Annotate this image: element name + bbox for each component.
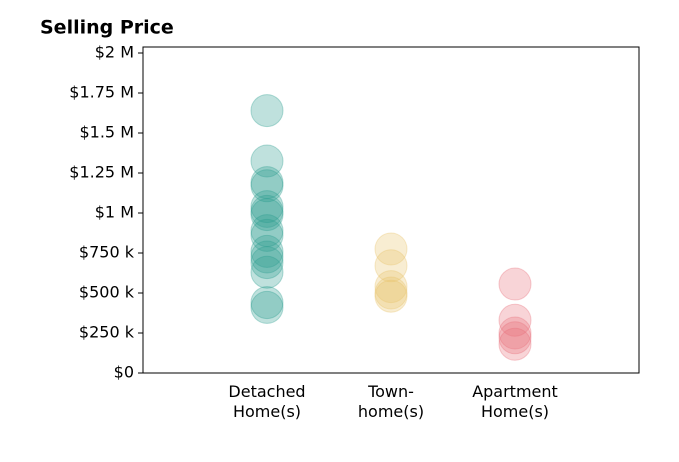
x-tick-label: Detached Home(s) [228,382,305,421]
y-tick-label: $1.5 M [79,123,134,142]
y-tick-label: $250 k [79,323,135,342]
x-tick-label-line: home(s) [358,402,424,421]
y-tick-label: $1 M [95,203,134,222]
point [498,321,532,355]
point [250,198,284,232]
point [250,246,284,280]
point [250,94,284,128]
point [498,267,532,301]
point [250,255,284,289]
point [498,303,532,337]
point [250,234,284,268]
point [250,290,284,324]
point [250,218,284,252]
point [498,316,532,350]
x-tick-label: Town-home(s) [358,382,424,421]
chart-title: Selling Price [40,17,174,39]
point [374,232,408,266]
y-tick-label: $2 M [95,43,134,62]
x-tick-label-line: Home(s) [481,402,549,421]
point [374,279,408,313]
y-tick-label: $500 k [79,283,135,302]
point [374,270,408,304]
y-tick-label: $1.25 M [69,163,134,182]
plot-frame [142,46,640,374]
y-tick-label: $0 [114,363,134,382]
point [250,169,284,203]
x-tick-label: Apartment Home(s) [472,382,558,421]
point [250,144,284,178]
point [374,276,408,310]
point [374,249,408,283]
point [498,327,532,361]
y-tick-label: $750 k [79,243,135,262]
x-tick-label-line: Home(s) [233,402,301,421]
x-tick-label-line: Detached [228,382,305,401]
point [250,190,284,224]
point [250,240,284,274]
point [250,286,284,320]
x-tick-label-line: Town- [367,382,414,401]
x-tick-label-line: Apartment [472,382,558,401]
point [250,214,284,248]
y-tick-label: $1.75 M [69,83,134,102]
point [250,166,284,200]
point [250,194,284,228]
